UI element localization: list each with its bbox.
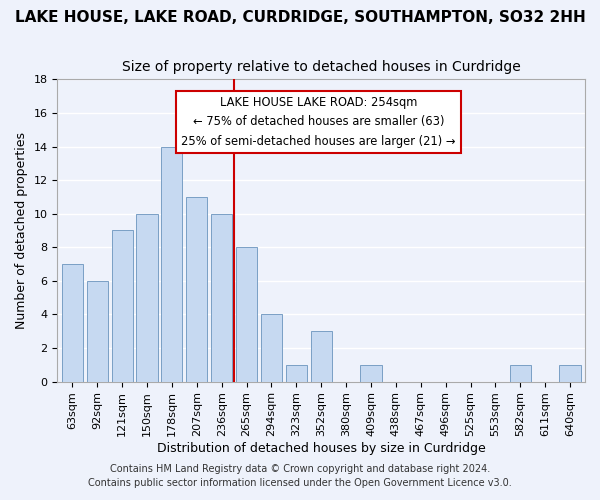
Bar [136, 214, 158, 382]
Bar [236, 248, 257, 382]
Bar [311, 331, 332, 382]
Bar [361, 365, 382, 382]
Bar [261, 314, 282, 382]
Bar [112, 230, 133, 382]
Title: Size of property relative to detached houses in Curdridge: Size of property relative to detached ho… [122, 60, 521, 74]
Bar [161, 146, 182, 382]
Text: Contains HM Land Registry data © Crown copyright and database right 2024.
Contai: Contains HM Land Registry data © Crown c… [88, 464, 512, 487]
Text: LAKE HOUSE LAKE ROAD: 254sqm
← 75% of detached houses are smaller (63)
25% of se: LAKE HOUSE LAKE ROAD: 254sqm ← 75% of de… [181, 96, 456, 148]
Bar [559, 365, 581, 382]
Bar [186, 197, 208, 382]
Bar [286, 365, 307, 382]
Text: LAKE HOUSE, LAKE ROAD, CURDRIDGE, SOUTHAMPTON, SO32 2HH: LAKE HOUSE, LAKE ROAD, CURDRIDGE, SOUTHA… [14, 10, 586, 25]
Bar [211, 214, 232, 382]
Bar [86, 281, 108, 382]
X-axis label: Distribution of detached houses by size in Curdridge: Distribution of detached houses by size … [157, 442, 485, 455]
Bar [62, 264, 83, 382]
Bar [510, 365, 531, 382]
Y-axis label: Number of detached properties: Number of detached properties [15, 132, 28, 329]
